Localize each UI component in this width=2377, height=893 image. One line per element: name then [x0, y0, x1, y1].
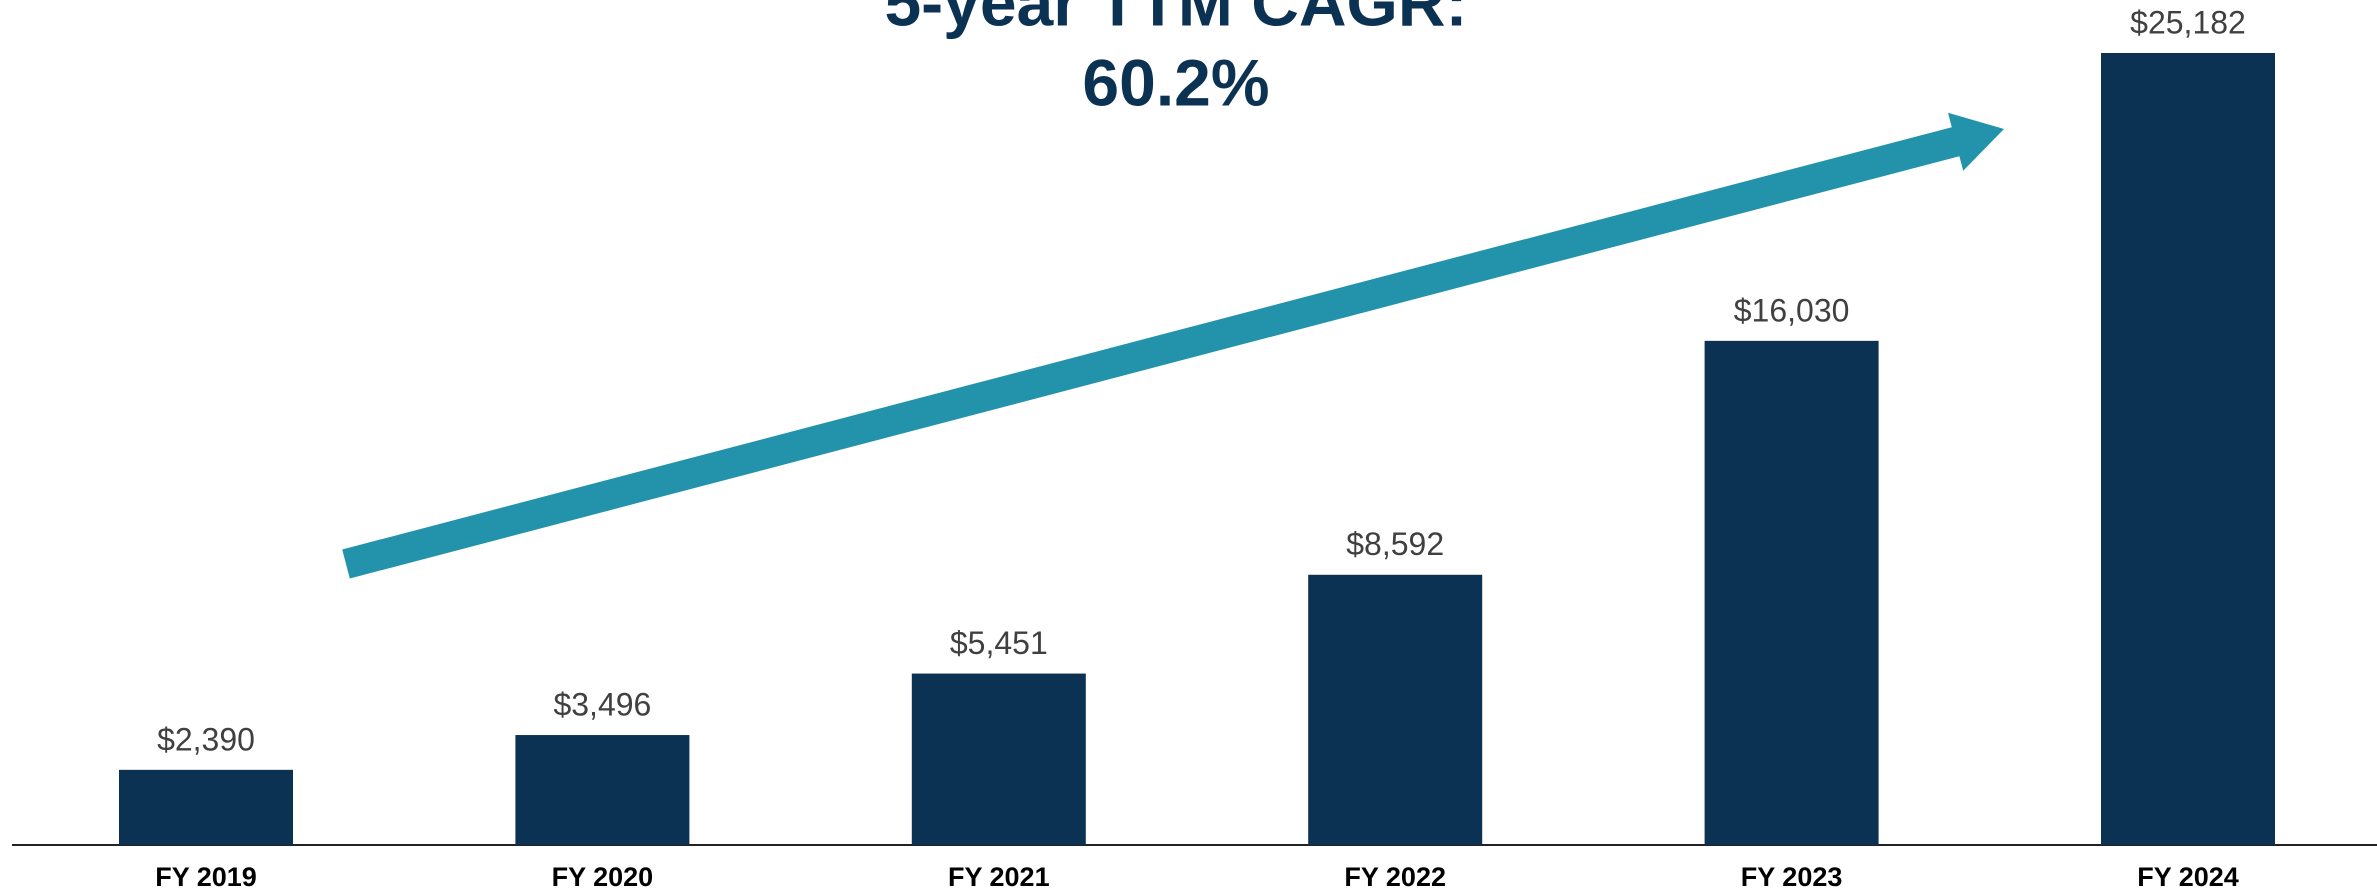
bar: [1704, 340, 1879, 845]
value-label: $5,451: [950, 625, 1048, 661]
x-tick-label: FY 2021: [948, 862, 1050, 892]
annotation-line: 60.2%: [1082, 45, 1269, 119]
bar: [119, 769, 293, 845]
value-label: $16,030: [1734, 292, 1850, 328]
x-tick-label: FY 2022: [1344, 862, 1446, 892]
growth-arrow: [342, 112, 2005, 579]
value-label: $2,390: [157, 721, 255, 757]
x-tick-label: FY 2020: [552, 862, 654, 892]
bar: [1308, 574, 1483, 845]
bar: [515, 735, 690, 845]
value-label: $25,182: [2130, 4, 2246, 40]
value-label: $8,592: [1346, 526, 1444, 562]
x-tick-label: FY 2019: [155, 862, 257, 892]
annotation-line: 5-year TTM CAGR:: [884, 0, 1467, 39]
bar: [911, 673, 1086, 845]
bar: [2101, 53, 2275, 845]
x-tick-label: FY 2024: [2137, 862, 2239, 892]
value-label: $3,496: [553, 687, 651, 723]
x-tick-label: FY 2023: [1741, 862, 1843, 892]
